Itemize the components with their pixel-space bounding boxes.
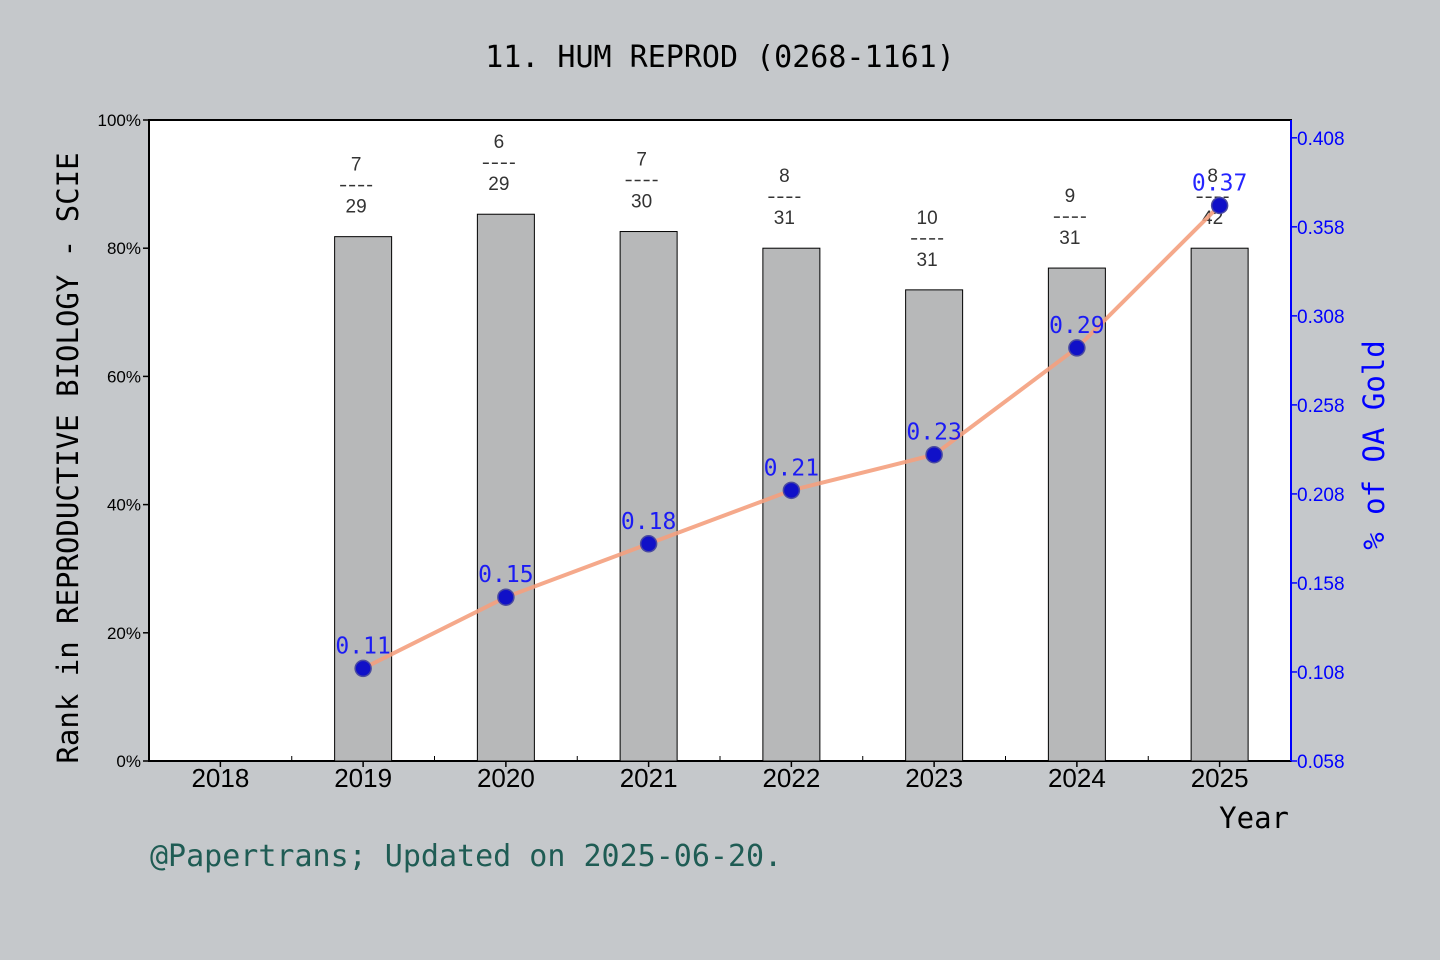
footer-credit: @Papertrans; Updated on 2025-06-20. <box>150 839 782 874</box>
bar-2022 <box>762 247 821 762</box>
oa-gold-line-series: 0.11 0.15 0.18 0.21 0.23 0.29 0.37 <box>335 170 1247 678</box>
oa-gold-value-label-2021: 0.18 <box>621 509 676 535</box>
rank-numerator-2025: 8 <box>1207 166 1218 187</box>
x-tick-label: 2025 <box>1191 763 1249 793</box>
x-tick-label: 2023 <box>905 763 963 793</box>
rank-denominator-2023: 31 <box>917 250 938 271</box>
oa-gold-value-label-2025: 0.37 <box>1192 170 1247 196</box>
rank-numerator-2021: 7 <box>636 150 647 171</box>
oa-gold-point-2024 <box>1068 339 1086 357</box>
y2-tick-label: 0.308 <box>1297 307 1345 328</box>
y2-tick-label: 0.108 <box>1297 663 1345 684</box>
x-tick-label: 2022 <box>762 763 820 793</box>
y-tick-label: 60% <box>107 367 141 386</box>
oa-gold-point-2023 <box>925 445 943 464</box>
y-axis-label: Rank in REPRODUCTIVE BIOLOGY - SCIE <box>51 152 85 763</box>
y2-tick-label: 0.158 <box>1297 574 1345 595</box>
oa-gold-point-2021 <box>639 535 658 553</box>
chart-title: 11. HUM REPROD (0268-1161) <box>485 40 955 75</box>
axes: 0%20%40%60%80%100%0.0580.1080.1580.2080.… <box>98 111 1345 793</box>
y2-tick-label: 0.408 <box>1297 129 1345 150</box>
oa-gold-point-2019 <box>354 659 372 678</box>
bar-2020 <box>476 213 535 762</box>
oa-gold-point-2020 <box>497 588 515 606</box>
x-tick-label: 2021 <box>620 763 678 793</box>
rank-denominator-2019: 29 <box>346 197 367 218</box>
rank-numerator-2019: 7 <box>351 155 362 176</box>
bar-2021 <box>619 231 678 762</box>
y-tick-label: 0% <box>116 752 141 771</box>
bar-2019 <box>334 236 393 762</box>
bar-series <box>334 213 1249 762</box>
y-tick-label: 40% <box>107 496 141 515</box>
oa-gold-value-label-2019: 0.11 <box>335 633 390 659</box>
rank-denominator-2022: 31 <box>774 208 795 229</box>
y-tick-label: 100% <box>98 111 141 130</box>
oa-gold-point-2022 <box>782 481 801 500</box>
y-tick-label: 20% <box>107 624 141 643</box>
y-tick-label: 80% <box>107 239 141 258</box>
y2-tick-label: 0.258 <box>1297 396 1345 417</box>
oa-gold-value-label-2020: 0.15 <box>478 562 533 588</box>
bar-2025 <box>1190 247 1249 762</box>
x-tick-label: 2019 <box>334 763 392 793</box>
y2-tick-label: 0.208 <box>1297 485 1345 506</box>
oa-gold-value-label-2024: 0.29 <box>1049 313 1104 339</box>
x-tick-label: 2018 <box>191 763 249 793</box>
oa-gold-point-2025 <box>1210 196 1229 215</box>
rank-numerator-2020: 6 <box>494 132 505 153</box>
x-tick-label: 2024 <box>1048 763 1106 793</box>
y2-tick-label: 0.358 <box>1297 218 1345 239</box>
oa-gold-value-label-2023: 0.23 <box>906 420 961 446</box>
rank-denominator-2020: 29 <box>488 174 509 195</box>
x-axis-label: Year <box>1219 801 1289 835</box>
bar-2023 <box>905 289 964 762</box>
rank-denominator-2021: 30 <box>631 192 652 213</box>
y2-tick-label: 0.058 <box>1297 752 1345 773</box>
rank-numerator-2022: 8 <box>779 166 790 187</box>
oa-gold-value-label-2022: 0.21 <box>764 455 819 481</box>
rank-denominator-2024: 31 <box>1059 228 1080 249</box>
x-tick-label: 2020 <box>477 763 535 793</box>
rank-numerator-2024: 9 <box>1065 186 1076 207</box>
plot-area <box>148 119 1292 762</box>
rank-numerator-2023: 10 <box>917 208 938 229</box>
y2-axis-label: % of OA Gold <box>1357 340 1391 550</box>
